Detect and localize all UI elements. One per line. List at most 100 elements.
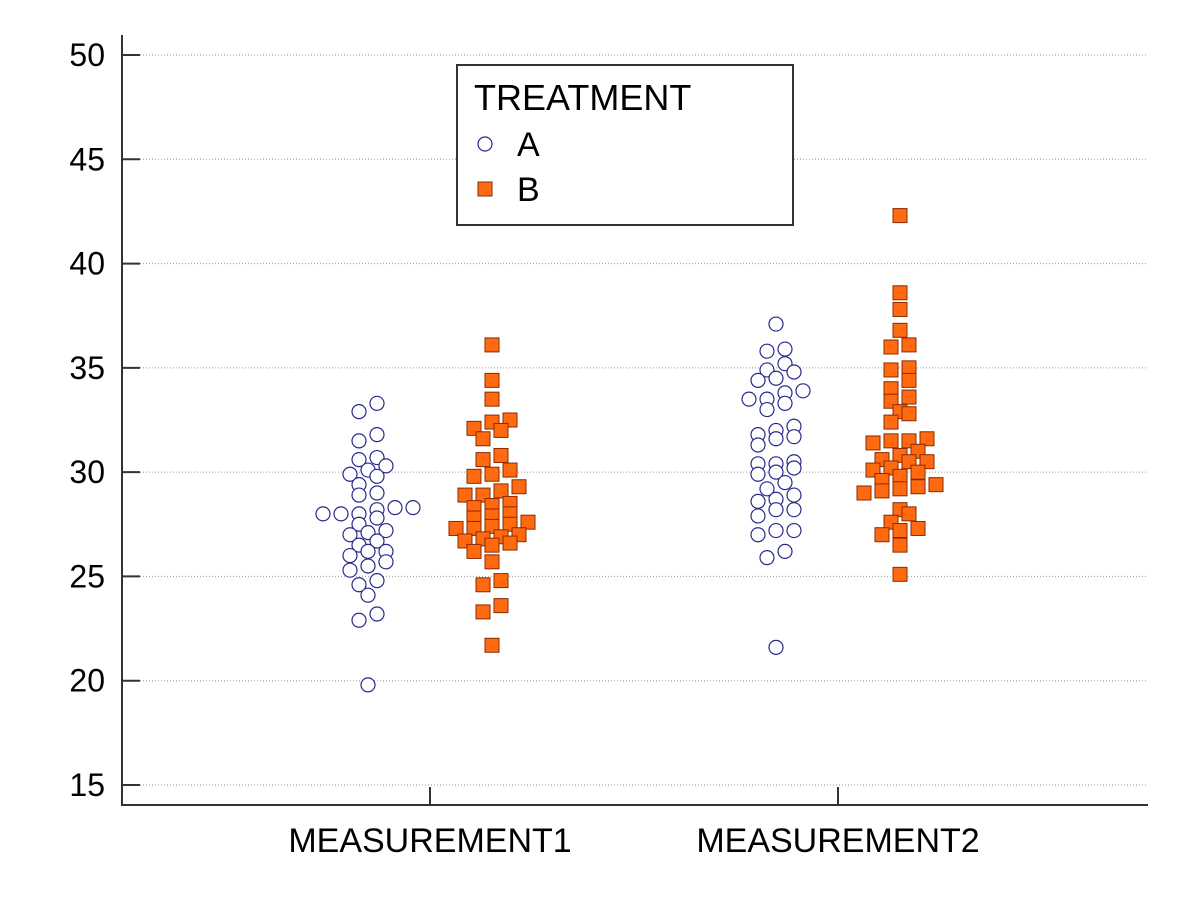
data-point-b — [910, 464, 926, 480]
data-point-a — [378, 458, 394, 474]
data-point-a — [369, 395, 385, 411]
data-point-a — [786, 487, 802, 503]
data-point-a — [360, 558, 376, 574]
y-axis-ticks: 15 20 25 30 35 40 45 50 — [69, 37, 140, 803]
data-point-a — [369, 606, 385, 622]
grid-lines — [122, 54, 1148, 786]
legend-label: A — [517, 126, 540, 164]
data-point-a — [777, 395, 793, 411]
legend-marker-a — [477, 136, 493, 152]
data-point-a — [342, 466, 358, 482]
data-point-a — [369, 485, 385, 501]
data-point-b — [484, 554, 500, 570]
data-point-a — [795, 383, 811, 399]
data-point-a — [369, 533, 385, 549]
data-point-b — [475, 431, 491, 447]
data-point-b — [883, 381, 899, 397]
data-point-b — [484, 372, 500, 388]
data-point-a — [360, 677, 376, 693]
data-point-b — [484, 637, 500, 653]
data-points — [315, 208, 944, 693]
data-point-b — [901, 389, 917, 405]
data-point-b — [928, 477, 944, 493]
axes — [121, 35, 1148, 806]
data-point-a — [369, 572, 385, 589]
data-point-b — [502, 535, 518, 551]
data-point-a — [786, 364, 802, 380]
x-category-label: MEASUREMENT2 — [696, 822, 979, 860]
data-point-a — [759, 481, 775, 497]
data-point-b — [892, 285, 908, 301]
data-point-b — [892, 301, 908, 317]
data-point-b — [484, 466, 500, 482]
data-point-b — [892, 523, 908, 539]
data-point-b — [502, 462, 518, 478]
y-tick-label: 50 — [69, 37, 105, 73]
data-point-b — [901, 506, 917, 522]
data-point-a — [741, 391, 757, 407]
data-point-b — [919, 431, 935, 447]
x-axis-categories: MEASUREMENT1 MEASUREMENT2 — [288, 787, 980, 860]
data-point-b — [457, 487, 473, 503]
data-point-a — [777, 474, 793, 491]
data-point-b — [901, 406, 917, 422]
data-point-b — [493, 422, 509, 438]
data-point-b — [892, 208, 908, 224]
data-point-a — [387, 500, 403, 516]
data-point-b — [466, 468, 482, 484]
y-tick-label: 35 — [69, 350, 105, 386]
data-point-a — [768, 639, 784, 655]
data-point-a — [750, 437, 766, 453]
data-point-a — [750, 466, 766, 482]
data-point-a — [369, 427, 385, 443]
data-point-b — [493, 573, 509, 589]
data-point-b — [883, 414, 899, 430]
y-tick-label: 15 — [69, 767, 105, 803]
y-tick-label: 45 — [69, 141, 105, 177]
data-point-b — [484, 537, 500, 553]
legend: TREATMENT AB — [456, 64, 794, 226]
legend-title: TREATMENT — [474, 77, 691, 118]
data-point-a — [759, 343, 775, 359]
legend-items: AB — [477, 126, 540, 209]
data-point-a — [768, 502, 784, 518]
data-point-b — [901, 360, 917, 376]
data-point-a — [360, 587, 376, 603]
data-point-a — [351, 433, 367, 449]
data-point-a — [378, 554, 394, 570]
data-point-a — [777, 341, 793, 357]
y-tick-label: 25 — [69, 558, 105, 594]
data-point-b — [892, 566, 908, 582]
data-point-b — [466, 543, 482, 559]
data-point-a — [768, 316, 784, 332]
data-point-a — [351, 404, 367, 420]
data-point-b — [448, 520, 464, 536]
data-point-a — [378, 522, 394, 539]
data-point-b — [901, 372, 917, 388]
data-point-a — [759, 550, 775, 566]
data-point-a — [768, 370, 784, 386]
data-point-a — [786, 522, 802, 539]
data-point-b — [883, 339, 899, 355]
data-point-a — [768, 464, 784, 480]
data-point-a — [768, 522, 784, 539]
legend-marker-b — [477, 181, 493, 197]
data-point-a — [342, 527, 358, 543]
legend-label: B — [517, 171, 540, 209]
data-point-b — [856, 485, 872, 501]
data-point-a — [351, 612, 367, 628]
data-point-b — [475, 604, 491, 620]
data-point-b — [892, 481, 908, 497]
data-point-a — [369, 510, 385, 526]
data-point-a — [360, 543, 376, 560]
data-point-b — [910, 520, 926, 536]
data-point-b — [892, 537, 908, 553]
data-point-a — [405, 500, 421, 516]
data-point-b — [874, 527, 890, 543]
data-point-b — [493, 447, 509, 463]
data-point-b — [910, 479, 926, 495]
data-point-b — [883, 433, 899, 449]
data-point-a — [786, 429, 802, 445]
data-point-a — [786, 502, 802, 518]
data-point-b — [865, 435, 881, 451]
